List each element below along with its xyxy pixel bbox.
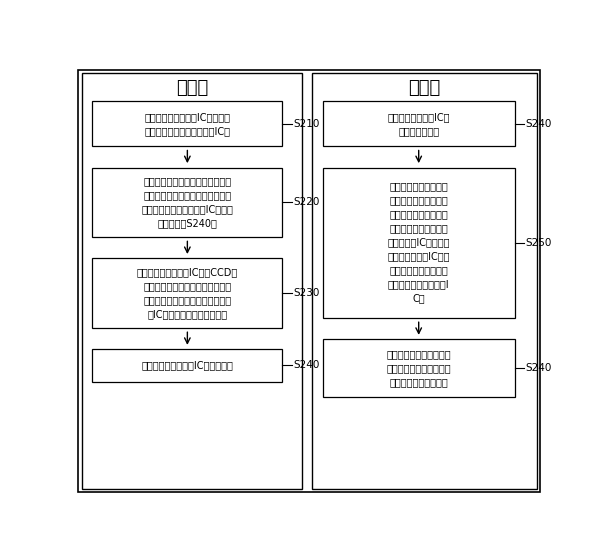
Bar (323, 339, 515, 397)
Bar (92, 349, 282, 381)
Text: 启动烧录器对待烧录IC进行烧录。: 启动烧录器对待烧录IC进行烧录。 (142, 360, 233, 370)
Text: S240: S240 (293, 360, 320, 370)
Bar (92, 167, 282, 237)
Bar (81, 73, 303, 489)
Text: 对所述吸取的待烧录IC进行CCD比
对，若比对结果符合处于一预先设
置的阈值范围之内，则将所述待烧
录IC放入烧录器指定位置中；: 对所述吸取的待烧录IC进行CCD比 对，若比对结果符合处于一预先设 置的阈值范围… (137, 267, 238, 319)
Text: S250: S250 (526, 237, 552, 247)
Bar (323, 167, 515, 317)
Text: 若已烧录成功，则控制
所述放取料部根据预设
的放取料点坐标至所述
已烧录料区烧录器吸取
已烧录好的IC，之后将
所述已烧录好的IC放置
放取料点，所述放取料
点: 若已烧录成功，则控制 所述放取料部根据预设 的放取料点坐标至所述 已烧录料区烧录… (388, 182, 450, 304)
Text: 检测已执行烧录的IC是
否已烧录成功；: 检测已执行烧录的IC是 否已烧录成功； (388, 112, 450, 136)
Text: S240: S240 (526, 363, 552, 373)
Text: 若已放满，则控制所述取放料部根
据预设的取放料点坐标至所述待烧
录料区放料点吸取待烧录IC；否则
，执行步骤S240；: 若已放满，则控制所述取放料部根 据预设的取放料点坐标至所述待烧 录料区放料点吸取… (142, 176, 233, 229)
Bar (92, 259, 282, 327)
Text: 判断所述已烧录料区取料
点是否为空，若为空，则
控制放取料操作结束。: 判断所述已烧录料区取料 点是否为空，若为空，则 控制放取料操作结束。 (387, 349, 451, 387)
Bar (323, 101, 515, 146)
Text: 放料部: 放料部 (176, 80, 208, 97)
Text: S230: S230 (293, 288, 320, 298)
Text: S220: S220 (293, 197, 320, 207)
Bar (92, 101, 282, 146)
Text: 取料部: 取料部 (408, 80, 440, 97)
Text: S240: S240 (526, 118, 552, 128)
Bar (312, 73, 537, 489)
Text: 检测用于存放待烧录IC的放料点
待烧录料区是否放满未烧录IC；: 检测用于存放待烧录IC的放料点 待烧录料区是否放满未烧录IC； (144, 112, 230, 136)
Text: S210: S210 (293, 118, 320, 128)
